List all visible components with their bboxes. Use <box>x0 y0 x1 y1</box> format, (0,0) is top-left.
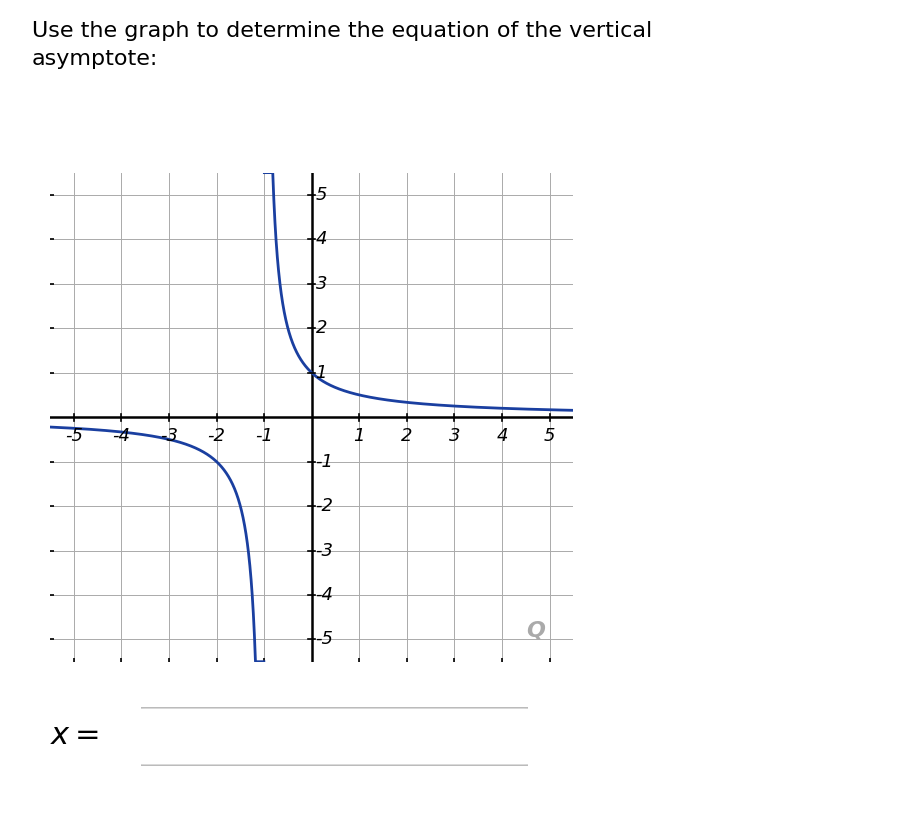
Text: 3: 3 <box>316 275 327 293</box>
Text: 5: 5 <box>544 427 555 445</box>
Text: 4: 4 <box>496 427 508 445</box>
Text: 1: 1 <box>316 363 327 381</box>
Text: 4: 4 <box>316 230 327 248</box>
Text: -3: -3 <box>160 427 178 445</box>
Text: -4: -4 <box>316 586 333 604</box>
Text: -1: -1 <box>255 427 273 445</box>
Text: -2: -2 <box>207 427 226 445</box>
Text: 1: 1 <box>353 427 365 445</box>
Text: $x =$: $x =$ <box>50 720 99 751</box>
Text: 2: 2 <box>401 427 412 445</box>
Text: -5: -5 <box>316 630 333 649</box>
Text: 3: 3 <box>449 427 460 445</box>
Text: 5: 5 <box>316 186 327 204</box>
Text: -1: -1 <box>316 453 333 471</box>
Text: 2: 2 <box>316 319 327 337</box>
Text: -2: -2 <box>316 497 333 515</box>
Text: -5: -5 <box>65 427 83 445</box>
Text: -4: -4 <box>113 427 130 445</box>
Text: Use the graph to determine the equation of the vertical
asymptote:: Use the graph to determine the equation … <box>32 21 652 68</box>
Text: Q: Q <box>526 621 545 640</box>
Text: -3: -3 <box>316 542 333 560</box>
FancyBboxPatch shape <box>129 708 540 765</box>
